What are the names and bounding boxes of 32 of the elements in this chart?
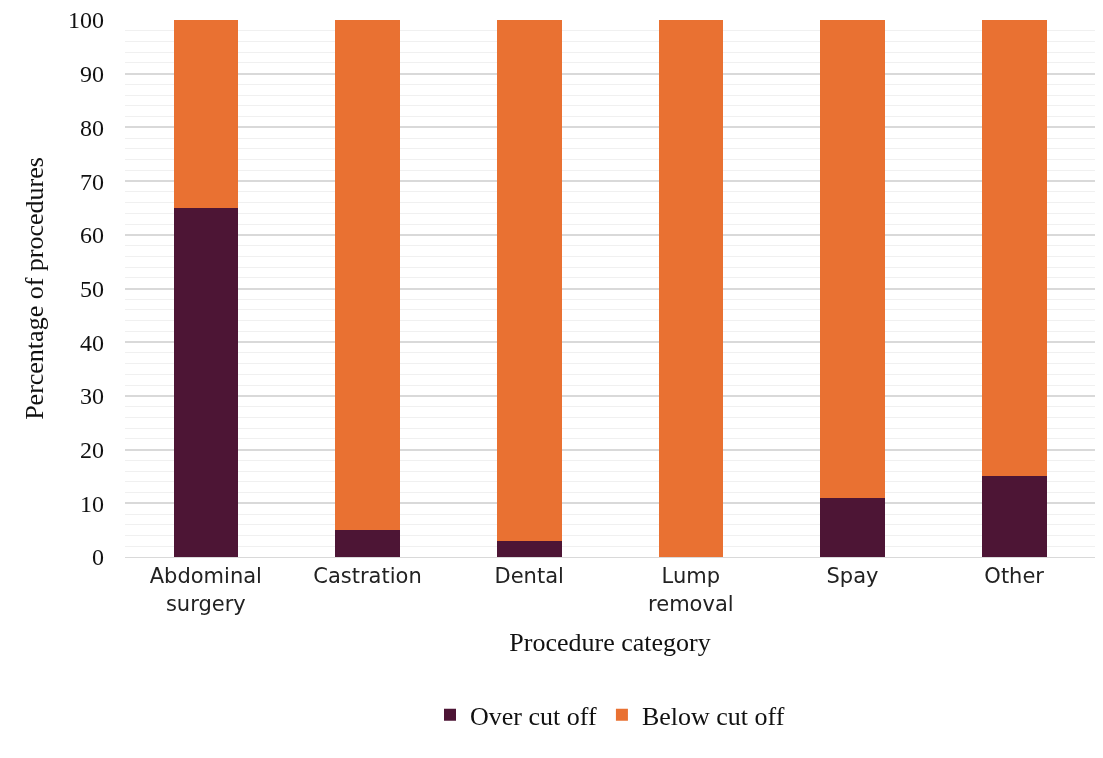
x-tick-label: Dental <box>494 564 564 589</box>
bar <box>335 530 400 557</box>
y-tick-label: 40 <box>80 329 104 356</box>
y-tick-label: 0 <box>92 544 104 571</box>
bar <box>820 20 885 498</box>
y-axis-title: Percentage of procedures <box>20 157 50 420</box>
y-tick-label: 60 <box>80 222 104 249</box>
bar <box>335 20 400 531</box>
bar <box>981 476 1047 557</box>
bar <box>820 497 885 557</box>
y-tick-label: 10 <box>80 490 104 517</box>
y-tick-label: 100 <box>68 7 104 34</box>
y-tick-label: 70 <box>80 168 104 195</box>
y-tick-label: 50 <box>80 275 104 302</box>
legend-label: Below cut off <box>641 701 785 731</box>
x-tick-label: Other <box>984 564 1045 589</box>
y-tick-label: 20 <box>80 437 104 463</box>
bar <box>173 207 239 557</box>
legend-label: Over cut off <box>470 701 597 731</box>
y-tick-label: 80 <box>80 114 104 141</box>
bar <box>658 20 724 557</box>
y-tick-label: 30 <box>80 383 104 410</box>
x-axis-title: Procedure category <box>509 628 711 658</box>
x-tick-label: Spay <box>826 564 879 589</box>
bar <box>496 20 562 541</box>
bar <box>173 20 239 208</box>
y-tick-label: 90 <box>80 61 104 88</box>
x-tick-label: Abdominal surgery <box>149 564 262 616</box>
x-tick-label: Lump removal <box>648 564 734 616</box>
bar <box>981 20 1047 477</box>
x-tick-label: Castration <box>313 564 422 589</box>
bar <box>496 540 562 557</box>
